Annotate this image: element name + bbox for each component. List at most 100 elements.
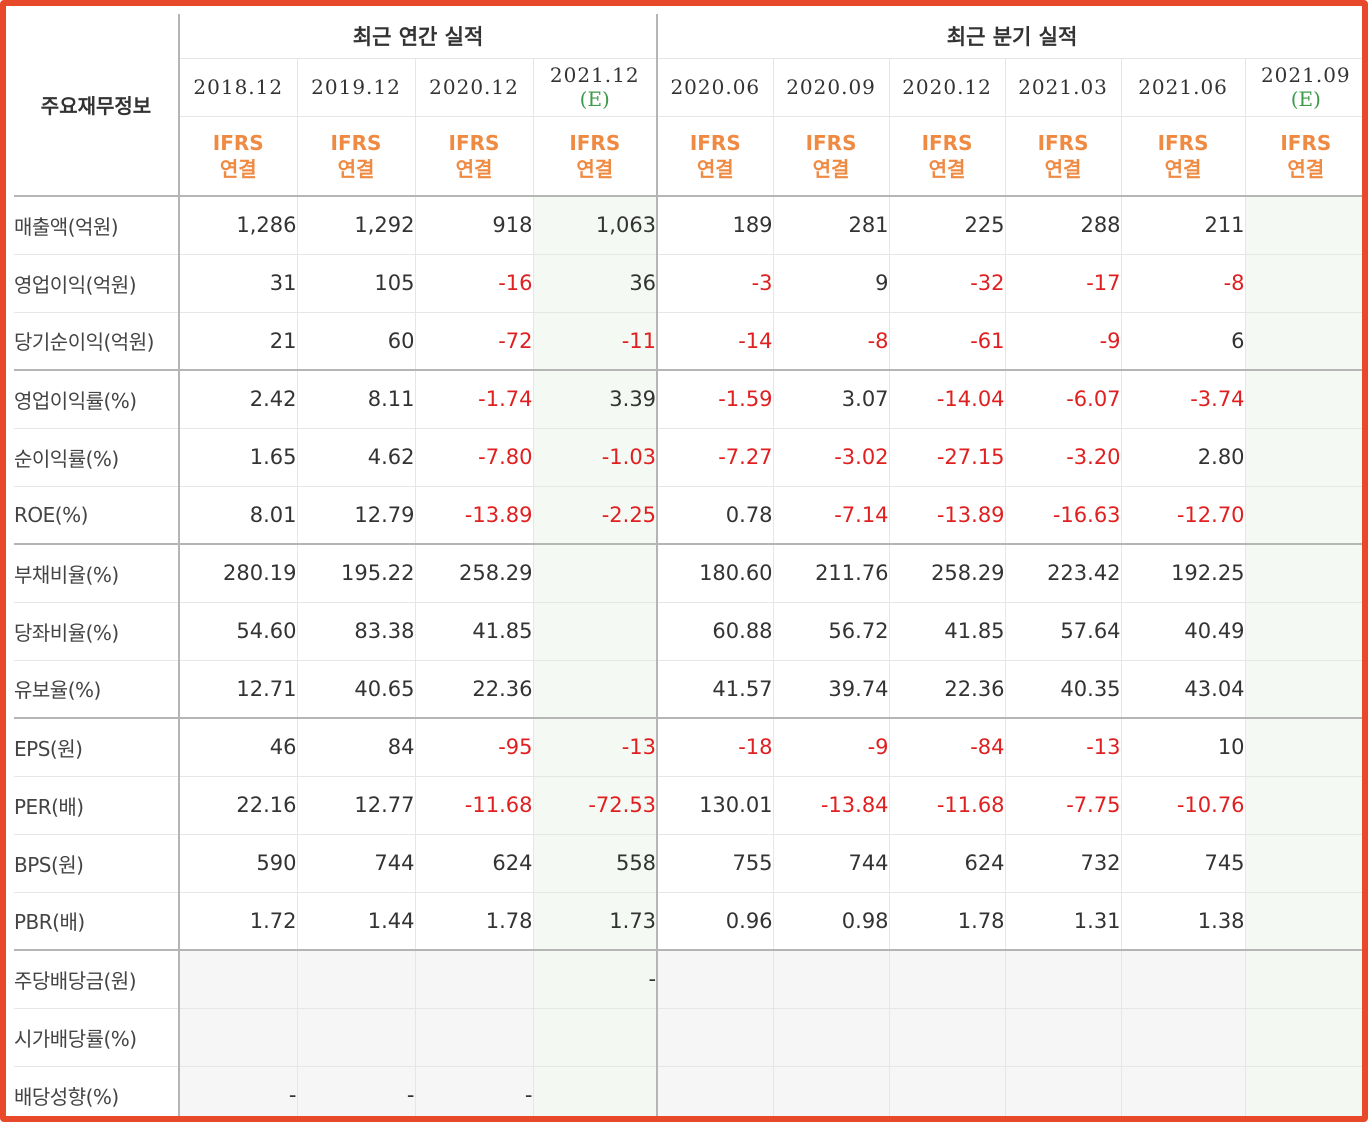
value-cell: 22.36 bbox=[414, 660, 533, 719]
value-cell: 1.78 bbox=[888, 892, 1006, 951]
value-cell: 211.76 bbox=[772, 544, 890, 603]
value-cell: 3.07 bbox=[772, 370, 890, 429]
value-cell: 755 bbox=[656, 834, 774, 893]
consolidated-label: 연결 bbox=[1164, 156, 1202, 181]
value-cell: 3.39 bbox=[532, 370, 659, 429]
table-row: PBR(배) 1.72 1.44 1.78 1.73 0.96 0.98 1.78 1.31 1.… bbox=[14, 892, 1362, 951]
consolidated-label: 연결 bbox=[455, 156, 493, 181]
row-label: 주당배당금(원) bbox=[14, 950, 180, 1009]
value-cell: -10.76 bbox=[1120, 776, 1246, 835]
value-cell: -32 bbox=[888, 254, 1006, 313]
value-cell: -17 bbox=[1004, 254, 1122, 313]
row-label: EPS(원) bbox=[14, 718, 180, 777]
value-cell: -16.63 bbox=[1004, 486, 1122, 545]
value-cell: -13 bbox=[532, 718, 659, 777]
value-cell bbox=[888, 1066, 1006, 1116]
value-cell: 281 bbox=[772, 196, 890, 255]
value-cell: -84 bbox=[888, 718, 1006, 777]
value-cell: - bbox=[532, 950, 659, 1009]
value-cell: 40.35 bbox=[1004, 660, 1122, 719]
period-header: 2018.12 bbox=[179, 58, 297, 117]
value-cell bbox=[656, 1066, 774, 1116]
value-cell: -7.14 bbox=[772, 486, 890, 545]
row-label: 당좌비율(%) bbox=[14, 602, 180, 661]
value-cell bbox=[656, 950, 774, 1009]
value-cell: 6 bbox=[1120, 312, 1246, 371]
value-cell: 1.65 bbox=[178, 428, 297, 487]
quarterly-results-header: 최근 분기 실적 bbox=[656, 14, 1362, 59]
row-label: PBR(배) bbox=[14, 892, 180, 951]
value-cell bbox=[1244, 660, 1362, 719]
value-cell: 624 bbox=[414, 834, 533, 893]
value-cell bbox=[414, 1008, 533, 1067]
value-cell: 1,292 bbox=[296, 196, 415, 255]
value-cell bbox=[1004, 1066, 1122, 1116]
value-cell: 745 bbox=[1120, 834, 1246, 893]
value-cell: 624 bbox=[888, 834, 1006, 893]
value-cell: 36 bbox=[532, 254, 659, 313]
value-cell bbox=[1244, 602, 1362, 661]
value-cell bbox=[888, 1008, 1006, 1067]
value-cell: 21 bbox=[178, 312, 297, 371]
value-cell: 12.77 bbox=[296, 776, 415, 835]
value-cell: -72 bbox=[414, 312, 533, 371]
value-cell: -16 bbox=[414, 254, 533, 313]
period-header: 2020.12 bbox=[414, 58, 533, 117]
value-cell bbox=[414, 950, 533, 1009]
value-cell: 258.29 bbox=[888, 544, 1006, 603]
ifrs-basis-label: IFRS 연결 bbox=[1120, 116, 1246, 197]
table-row: 배당성향(%) - - - bbox=[14, 1066, 1362, 1116]
value-cell: 130.01 bbox=[656, 776, 774, 835]
ifrs-basis-label: IFRS 연결 bbox=[888, 116, 1006, 197]
value-cell bbox=[532, 660, 659, 719]
value-cell: 12.79 bbox=[296, 486, 415, 545]
value-cell bbox=[1244, 370, 1362, 429]
value-cell: 732 bbox=[1004, 834, 1122, 893]
value-cell: 22.36 bbox=[888, 660, 1006, 719]
period-label: 2021.06 bbox=[1138, 75, 1228, 99]
period-label: 2018.12 bbox=[193, 75, 284, 99]
value-cell bbox=[772, 950, 890, 1009]
value-cell: 22.16 bbox=[178, 776, 297, 835]
value-cell: 195.22 bbox=[296, 544, 415, 603]
row-label: 매출액(억원) bbox=[14, 196, 180, 255]
value-cell: -14.04 bbox=[888, 370, 1006, 429]
value-cell: 744 bbox=[296, 834, 415, 893]
value-cell: 918 bbox=[414, 196, 533, 255]
value-cell: -13.89 bbox=[414, 486, 533, 545]
row-label: 영업이익(억원) bbox=[14, 254, 180, 313]
value-cell bbox=[1120, 1008, 1246, 1067]
value-cell: 258.29 bbox=[414, 544, 533, 603]
value-cell: 1.73 bbox=[532, 892, 659, 951]
value-cell bbox=[1244, 428, 1362, 487]
ifrs-basis-label: IFRS 연결 bbox=[1244, 116, 1362, 197]
period-label: 2020.09 bbox=[786, 75, 876, 99]
value-cell bbox=[1244, 1008, 1362, 1067]
value-cell: -61 bbox=[888, 312, 1006, 371]
period-header: 2021.03 bbox=[1004, 58, 1122, 117]
value-cell: 60 bbox=[296, 312, 415, 371]
value-cell: 1.44 bbox=[296, 892, 415, 951]
value-cell: -7.27 bbox=[656, 428, 774, 487]
value-cell bbox=[1004, 1008, 1122, 1067]
value-cell: 0.96 bbox=[656, 892, 774, 951]
period-header: 2020.09 bbox=[772, 58, 890, 117]
row-label: PER(배) bbox=[14, 776, 180, 835]
consolidated-label: 연결 bbox=[696, 156, 734, 181]
value-cell: -11.68 bbox=[414, 776, 533, 835]
value-cell: -3.20 bbox=[1004, 428, 1122, 487]
value-cell: 8.11 bbox=[296, 370, 415, 429]
row-label: 부채비율(%) bbox=[14, 544, 180, 603]
ifrs-basis-label: IFRS 연결 bbox=[656, 116, 774, 197]
value-cell: -72.53 bbox=[532, 776, 659, 835]
value-cell: 9 bbox=[772, 254, 890, 313]
value-cell: - bbox=[296, 1066, 415, 1116]
row-label: BPS(원) bbox=[14, 834, 180, 893]
ifrs-label: IFRS bbox=[1157, 130, 1209, 155]
value-cell bbox=[1004, 950, 1122, 1009]
value-cell: 2.42 bbox=[178, 370, 297, 429]
value-cell bbox=[532, 1066, 659, 1116]
main-label-header: 주요재무정보 bbox=[14, 14, 180, 197]
value-cell: -3.74 bbox=[1120, 370, 1246, 429]
